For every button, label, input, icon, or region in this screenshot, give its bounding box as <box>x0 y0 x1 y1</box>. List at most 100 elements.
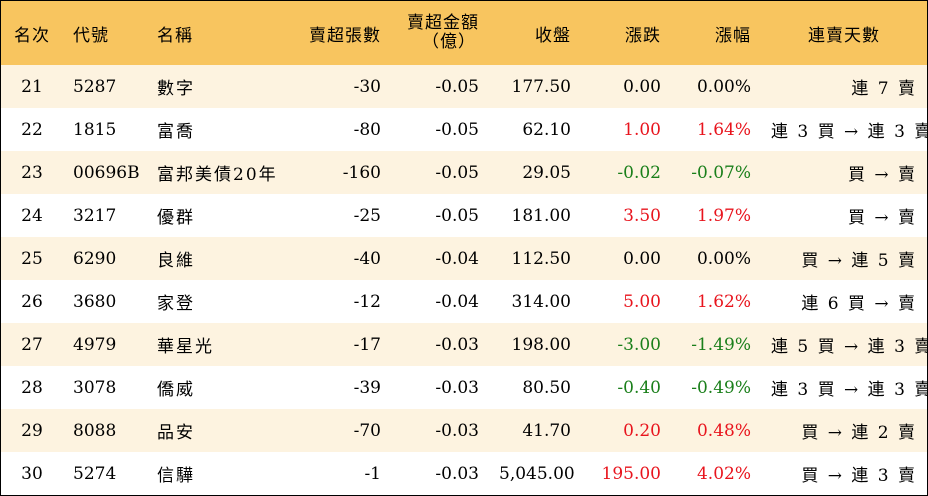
cell-close: 29.05 <box>522 162 571 183</box>
cell-sell-amount: -0.05 <box>435 162 479 183</box>
cell-rank: 24 <box>21 205 43 226</box>
header-row: 名次 代號 名稱 賣超張數 賣超金額 （億） 收盤 漲跌 漲幅 連賣天數 <box>1 1 927 65</box>
cell-change: 3.50 <box>623 205 661 226</box>
cell-close: 181.00 <box>511 205 571 226</box>
cell-close: 177.50 <box>511 76 571 97</box>
cell-sell-amount: -0.03 <box>435 334 479 355</box>
cell-rank: 27 <box>21 334 43 355</box>
cell-rank: 28 <box>21 377 43 398</box>
cell-pct: 0.00% <box>696 76 751 97</box>
cell-streak: 連 3 買 → 連 3 賣 <box>771 122 928 142</box>
header-sell-amount: 賣超金額 （億） <box>391 1 489 65</box>
cell-code: 8088 <box>73 420 117 441</box>
cell-sell-lots: -70 <box>353 420 381 441</box>
cell-sell-amount: -0.03 <box>435 377 479 398</box>
cell-close: 314.00 <box>511 291 571 312</box>
header-close: 收盤 <box>535 25 571 46</box>
cell-code: 5287 <box>73 76 117 97</box>
table-row: 27 4979 華星光 -17 -0.03 198.00 -3.00 -1.49% 連 5 買 … <box>1 323 928 366</box>
cell-pct: 4.02% <box>696 463 751 484</box>
cell-rank: 22 <box>21 119 43 140</box>
cell-code: 3217 <box>73 205 117 226</box>
cell-sell-amount: -0.03 <box>435 420 479 441</box>
cell-sell-lots: -12 <box>353 291 381 312</box>
cell-sell-amount: -0.04 <box>435 248 479 269</box>
cell-sell-lots: -80 <box>353 119 381 140</box>
cell-pct: 0.48% <box>696 420 751 441</box>
cell-sell-amount: -0.05 <box>435 119 479 140</box>
cell-change: 0.00 <box>623 248 661 269</box>
cell-rank: 21 <box>21 76 43 97</box>
header-sell-lots: 賣超張數 <box>309 25 381 46</box>
cell-name: 優群 <box>157 208 195 228</box>
cell-code: 5274 <box>73 463 117 484</box>
cell-close: 112.50 <box>511 248 571 269</box>
cell-change: 0.20 <box>623 420 661 441</box>
cell-sell-lots: -25 <box>353 205 381 226</box>
table-row: 24 3217 優群 -25 -0.05 181.00 3.50 1.97% 買 → 賣 <box>1 194 927 237</box>
cell-name: 富邦美債20年 <box>157 165 278 185</box>
cell-pct: -0.07% <box>691 162 751 183</box>
cell-pct: -0.49% <box>691 377 751 398</box>
cell-streak: 連 6 買 → 賣 <box>801 294 917 314</box>
cell-rank: 29 <box>21 420 43 441</box>
table-row: 28 3078 僑威 -39 -0.03 80.50 -0.40 -0.49% 連 3 買 → … <box>1 366 928 409</box>
header-rank: 名次 <box>14 25 50 46</box>
cell-code: 3680 <box>73 291 117 312</box>
cell-rank: 25 <box>21 248 43 269</box>
header-name: 名稱 <box>157 25 193 46</box>
table-row: 25 6290 良維 -40 -0.04 112.50 0.00 0.00% 買 → 連 5 賣 <box>1 237 927 280</box>
cell-change: -0.02 <box>617 162 661 183</box>
cell-streak: 買 → 連 3 賣 <box>801 466 917 486</box>
cell-name: 富喬 <box>157 122 195 142</box>
table-row: 26 3680 家登 -12 -0.04 314.00 5.00 1.62% 連 6 買 → 賣 <box>1 280 927 323</box>
cell-close: 198.00 <box>511 334 571 355</box>
cell-close: 80.50 <box>522 377 571 398</box>
cell-code: 4979 <box>73 334 117 355</box>
cell-name: 品安 <box>157 423 195 443</box>
cell-code: 3078 <box>73 377 117 398</box>
cell-pct: -1.49% <box>691 334 751 355</box>
cell-rank: 23 <box>21 162 43 183</box>
table-body: 21 5287 數字 -30 -0.05 177.50 0.00 0.00% 連 7 賣 22 18… <box>1 65 928 495</box>
table-header: 名次 代號 名稱 賣超張數 賣超金額 （億） 收盤 漲跌 漲幅 連賣天數 <box>1 1 927 65</box>
header-sell-amount-line1: 賣超金額 <box>407 13 479 33</box>
cell-code: 1815 <box>73 119 117 140</box>
cell-streak: 連 7 賣 <box>851 79 917 99</box>
table-row: 21 5287 數字 -30 -0.05 177.50 0.00 0.00% 連 7 賣 <box>1 65 927 108</box>
cell-change: -3.00 <box>617 334 661 355</box>
cell-sell-amount: -0.05 <box>435 205 479 226</box>
cell-name: 信驊 <box>157 466 195 486</box>
cell-close: 41.70 <box>522 420 571 441</box>
cell-sell-amount: -0.03 <box>435 463 479 484</box>
cell-streak: 買 → 連 2 賣 <box>801 423 917 443</box>
cell-sell-lots: -17 <box>353 334 381 355</box>
table-row: 29 8088 品安 -70 -0.03 41.70 0.20 0.48% 買 → 連 2 賣 <box>1 409 927 452</box>
cell-streak: 連 3 買 → 連 3 賣 <box>771 380 928 400</box>
header-pct: 漲幅 <box>715 25 751 46</box>
header-code: 代號 <box>73 25 109 46</box>
cell-close: 62.10 <box>522 119 571 140</box>
cell-rank: 30 <box>21 463 43 484</box>
cell-sell-lots: -160 <box>342 162 381 183</box>
cell-name: 家登 <box>157 294 195 314</box>
header-change: 漲跌 <box>625 25 661 46</box>
cell-sell-amount: -0.04 <box>435 291 479 312</box>
cell-streak: 連 5 買 → 連 3 賣 <box>771 337 928 357</box>
cell-change: 5.00 <box>623 291 661 312</box>
cell-streak: 買 → 賣 <box>847 208 917 228</box>
cell-streak: 買 → 賣 <box>847 165 917 185</box>
table-row: 23 00696B 富邦美債20年 -160 -0.05 29.05 -0.02 -0.07%… <box>1 151 927 194</box>
header-sell-amount-line2: （億） <box>422 32 476 52</box>
cell-sell-amount: -0.05 <box>435 76 479 97</box>
cell-sell-lots: -39 <box>353 377 381 398</box>
cell-pct: 1.62% <box>696 291 751 312</box>
table-row: 30 5274 信驊 -1 -0.03 5,045.00 195.00 4.02% 買 → 連 … <box>1 452 927 495</box>
cell-name: 華星光 <box>157 337 214 357</box>
cell-change: 195.00 <box>601 463 661 484</box>
cell-pct: 1.97% <box>696 205 751 226</box>
header-streak: 連賣天數 <box>808 25 880 46</box>
cell-name: 僑威 <box>157 380 195 400</box>
cell-name: 數字 <box>157 79 195 99</box>
